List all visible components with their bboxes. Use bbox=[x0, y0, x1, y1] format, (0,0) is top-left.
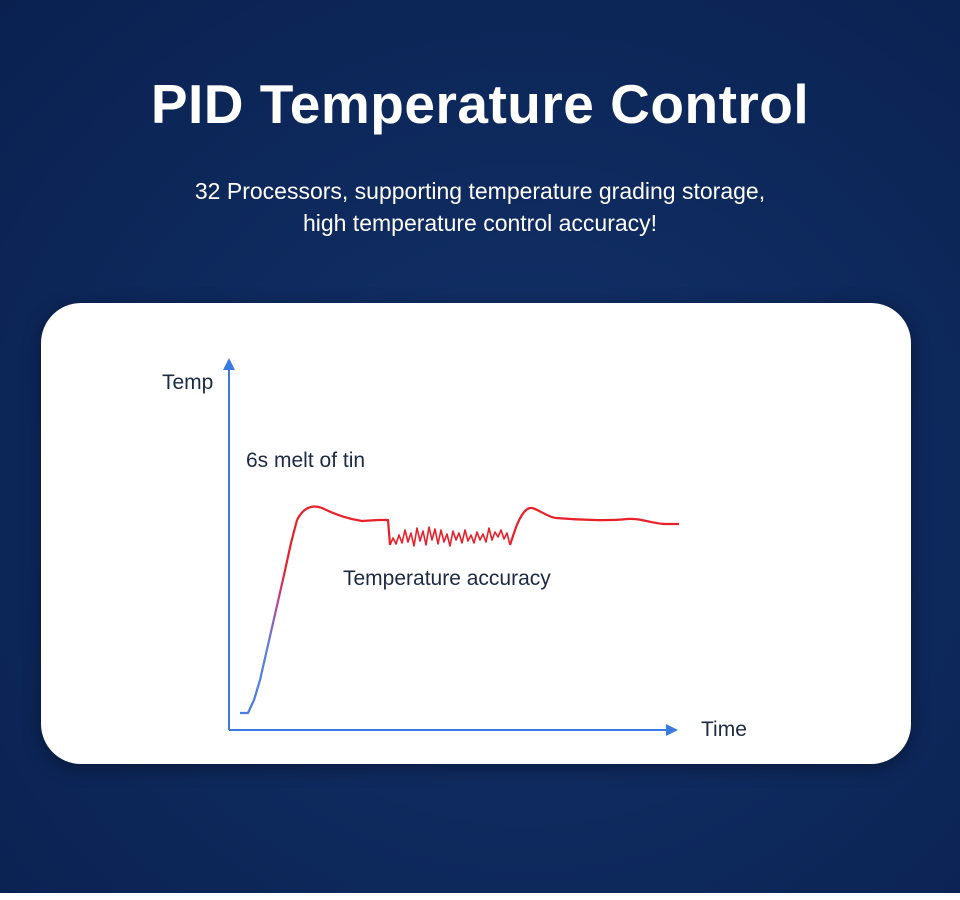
curve-jitter bbox=[389, 526, 511, 547]
subtitle-line-2: high temperature control accuracy! bbox=[302, 210, 658, 236]
melt-annotation: 6s melt of tin bbox=[246, 449, 365, 472]
curve-steady bbox=[508, 506, 679, 546]
page-title: PID Temperature Control bbox=[150, 73, 810, 135]
bottom-border bbox=[0, 893, 960, 900]
subtitle-line-1: 32 Processors, supporting temperature gr… bbox=[194, 178, 766, 204]
curve-rise bbox=[240, 519, 299, 715]
y-axis-label: Temp bbox=[162, 371, 213, 394]
accuracy-annotation: Temperature accuracy bbox=[343, 567, 551, 590]
x-axis-label: Time bbox=[701, 718, 747, 741]
curve-plateau bbox=[296, 505, 392, 546]
